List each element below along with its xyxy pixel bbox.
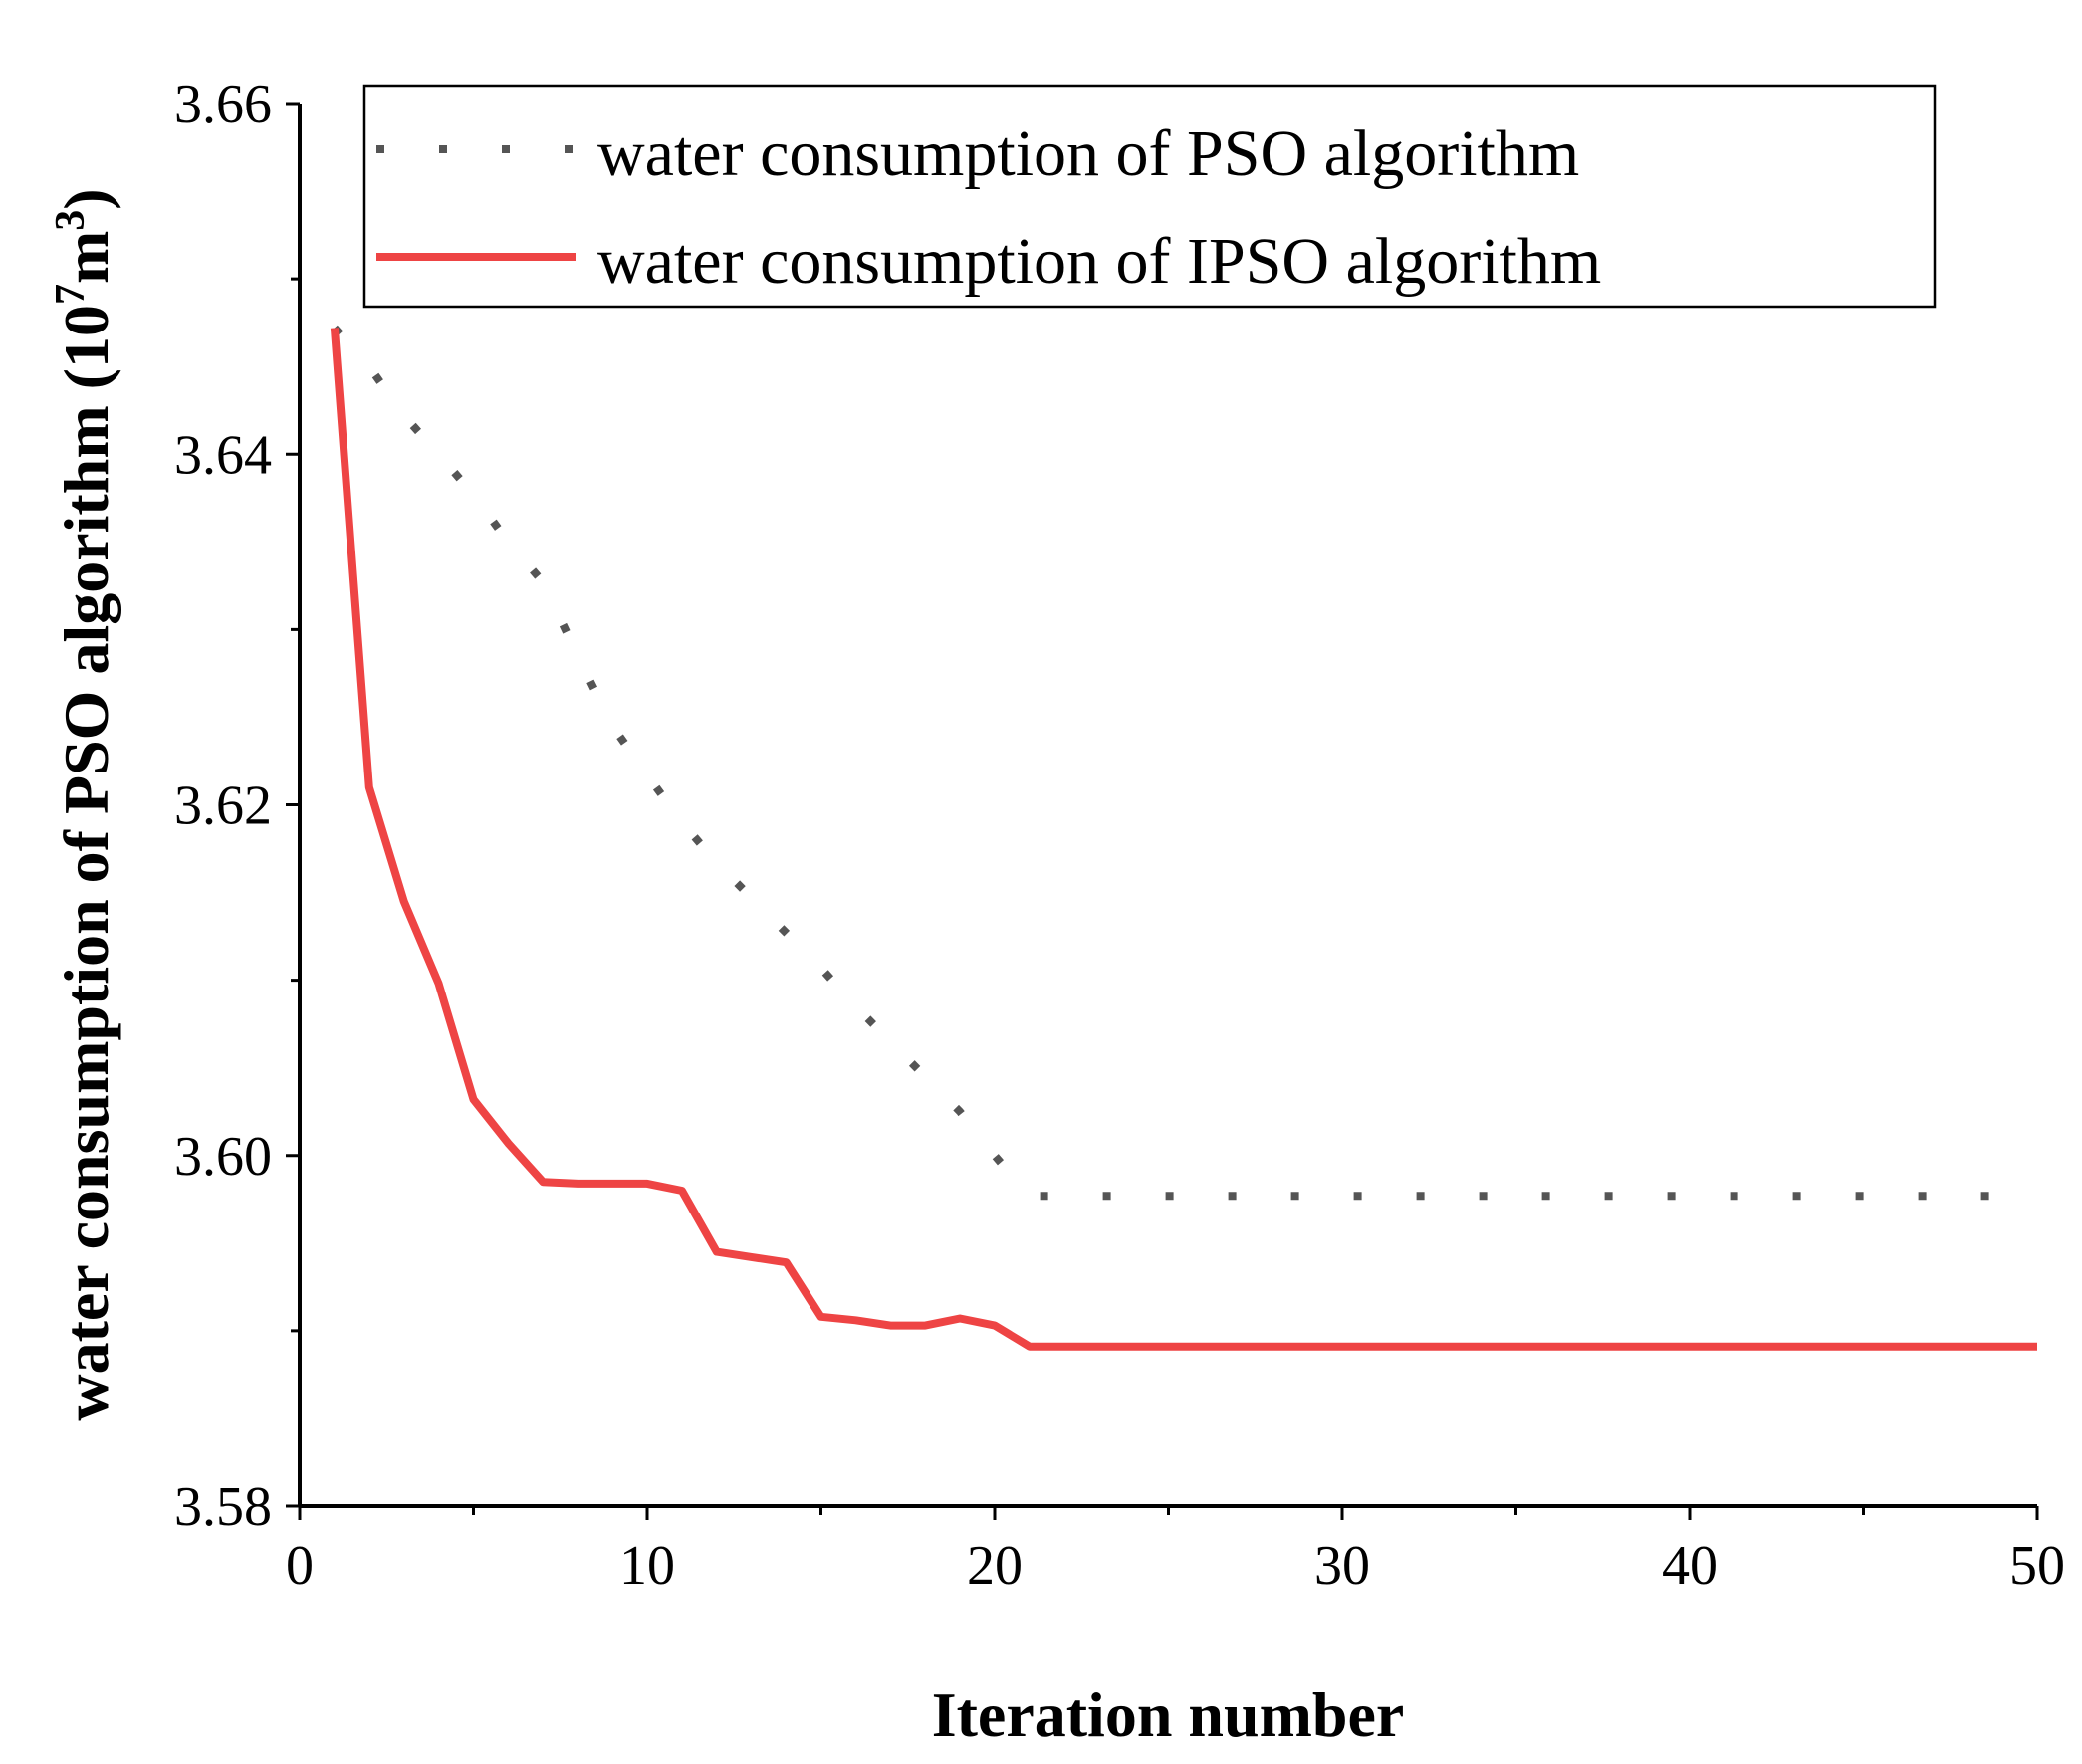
y-axis-title: water consumption of PSO algorithm (107m…	[48, 188, 121, 1420]
legend-box	[362, 84, 1937, 309]
y-axis-title-main: water consumption of PSO algorithm (10	[51, 305, 121, 1421]
y-axis-ticks: 3.58 3.60 3.62 3.64 3.66	[174, 74, 300, 1538]
y-tick-label: 3.60	[174, 1126, 272, 1188]
x-tick-label: 10	[619, 1535, 675, 1597]
x-tick-label: 20	[967, 1535, 1023, 1597]
y-axis-title-close: )	[51, 188, 121, 209]
plot-area: 0 10 20 30 40 50 3.58 3.60 3.62 3.64 3.66	[174, 74, 2065, 1597]
x-tick-label: 30	[1314, 1535, 1370, 1597]
x-axis-ticks: 0 10 20 30 40 50	[286, 1506, 2065, 1597]
y-axis-title-exponent-7: 7	[48, 284, 94, 305]
y-axis-title-exponent-3: 3	[48, 210, 94, 231]
x-tick-label: 40	[1662, 1535, 1718, 1597]
series-layer	[330, 325, 2037, 1351]
legend-label-pso: water consumption of PSO algorithm	[597, 117, 1579, 190]
y-tick-label: 3.58	[174, 1476, 272, 1538]
y-tick-label: 3.66	[174, 74, 272, 135]
x-tick-label: 0	[286, 1535, 314, 1597]
legend-label-ipso: water consumption of IPSO algorithm	[597, 225, 1601, 298]
y-axis-title-unit: m	[51, 231, 121, 284]
x-tick-label: 50	[2009, 1535, 2065, 1597]
series-line-ipso	[330, 328, 2037, 1351]
legend: water consumption of PSO algorithm water…	[362, 84, 1937, 309]
x-axis-title: Iteration number	[932, 1679, 1405, 1750]
y-tick-label: 3.64	[174, 424, 272, 486]
y-tick-label: 3.62	[174, 775, 272, 837]
